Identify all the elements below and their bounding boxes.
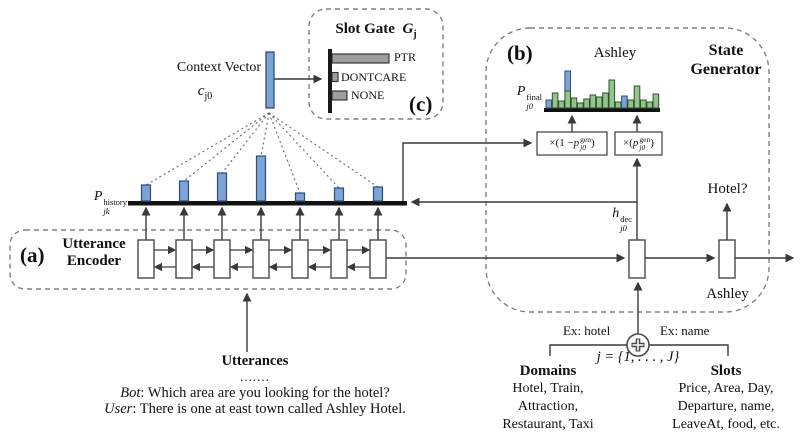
slot-gate-axis <box>328 49 332 113</box>
final-dist-bar <box>570 97 578 109</box>
utterance-bot-line: Bot: Which area are you looking for the … <box>120 384 390 401</box>
history-bar <box>333 187 345 202</box>
state-generator-box <box>485 27 770 313</box>
attention-dotted-line <box>268 112 340 189</box>
context-vector-bar <box>265 51 275 109</box>
encoder-cell <box>175 239 193 279</box>
final-dist-bar-stack <box>564 70 572 92</box>
final-dist-bar <box>564 90 572 109</box>
slot-gate-bar <box>331 71 339 83</box>
utterance-encoder-box <box>9 229 407 290</box>
slots-title: Slots <box>710 363 742 379</box>
slots-block: Slots Price, Area, Day, Departure, name,… <box>663 362 789 434</box>
final-dist-bar <box>646 101 653 109</box>
encoder-cell <box>330 239 348 279</box>
slots-bracket <box>649 344 729 356</box>
final-dist-bar <box>652 93 660 109</box>
history-bar <box>178 180 190 202</box>
final-dist-bar <box>633 85 641 109</box>
final-dist-bar <box>595 96 603 109</box>
history-bar <box>255 155 267 202</box>
final-dist-bar <box>608 79 616 109</box>
slot-gate-label-dontcare: DONTCARE <box>341 70 407 84</box>
gate-op-right-box <box>614 131 663 156</box>
decoder-cell-2 <box>718 239 736 279</box>
decoder-cell-1 <box>628 239 646 279</box>
example-domain-label: Ex: hotel <box>563 323 611 338</box>
encoder-cell <box>137 239 155 279</box>
encoder-cell <box>291 239 309 279</box>
utterances-title: Utterances <box>221 353 289 369</box>
utterance-encoder-title: Utterance Encoder <box>62 236 126 269</box>
final-dist-bar <box>602 92 609 109</box>
hdec-label: h dec j0 <box>612 206 632 233</box>
final-dist-bar <box>558 100 565 109</box>
attention-dotted-line <box>183 112 270 182</box>
final-dist-bar <box>589 94 597 109</box>
history-to-gate-line <box>402 138 533 201</box>
final-dist-bar <box>614 101 622 109</box>
state-generator-title: State Generator <box>690 42 762 78</box>
utterance-user-line: User: There is one at east town called A… <box>104 401 406 418</box>
panel-label-c: (c) <box>409 92 433 116</box>
utterances-ellipsis: ....... <box>240 368 270 384</box>
generated-word-top: Ashley <box>593 45 637 61</box>
final-dist-bar <box>551 92 559 109</box>
history-axis <box>128 201 407 206</box>
example-slot-label: Ex: name <box>660 323 710 338</box>
panel-label-b: (b) <box>507 41 533 65</box>
final-dist-bar <box>627 99 635 109</box>
final-dist-bar <box>577 102 584 109</box>
gate-op-left-label: ×(1 − p gen j0) <box>549 135 595 152</box>
utterances-block: Utterances ....... Bot: Which area are y… <box>95 353 415 418</box>
encoder-cell <box>369 239 387 279</box>
domains-title: Domains <box>519 363 577 379</box>
slot-gate-title: Slot Gate Gj <box>335 21 417 40</box>
domains-block: Domains Hotel, Train, Attraction, Restau… <box>489 362 607 434</box>
slot-gate-box <box>308 8 444 120</box>
plus-icon-inner <box>632 339 644 351</box>
slot-gate-label-none: NONE <box>351 88 385 102</box>
panel-label-a: (a) <box>20 243 45 267</box>
decoder-input-word: Ashley <box>706 286 749 302</box>
final-dist-bar <box>621 95 628 109</box>
encoder-cell <box>252 239 270 279</box>
final-dist-bar <box>640 99 647 109</box>
domains-bracket <box>549 344 627 356</box>
encoder-cell <box>213 239 231 279</box>
final-dist-bar <box>583 98 590 109</box>
attention-dotted-line <box>268 112 379 188</box>
context-vector-label: Context Vector <box>176 60 261 75</box>
j-index-expression: j = {1, . . . , J} <box>596 349 680 365</box>
slot-gate-bar <box>331 90 348 101</box>
decoder-output-word: Hotel? <box>707 181 748 197</box>
history-bar <box>216 172 228 202</box>
gate-op-right-label: ×(p gen j0) <box>623 135 654 152</box>
attention-dotted-line <box>145 112 270 186</box>
attention-dotted-line <box>268 112 301 194</box>
history-bar <box>372 186 384 202</box>
slot-gate-bar <box>331 53 390 64</box>
slot-gate-label-ptr: PTR <box>394 50 417 64</box>
history-bar <box>294 192 306 202</box>
context-vector-symbol: cj0 <box>197 83 213 102</box>
attention-dotted-line <box>260 112 270 157</box>
history-bar <box>140 184 152 202</box>
final-dist-axis <box>544 108 660 112</box>
final-dist-bar <box>545 99 553 109</box>
